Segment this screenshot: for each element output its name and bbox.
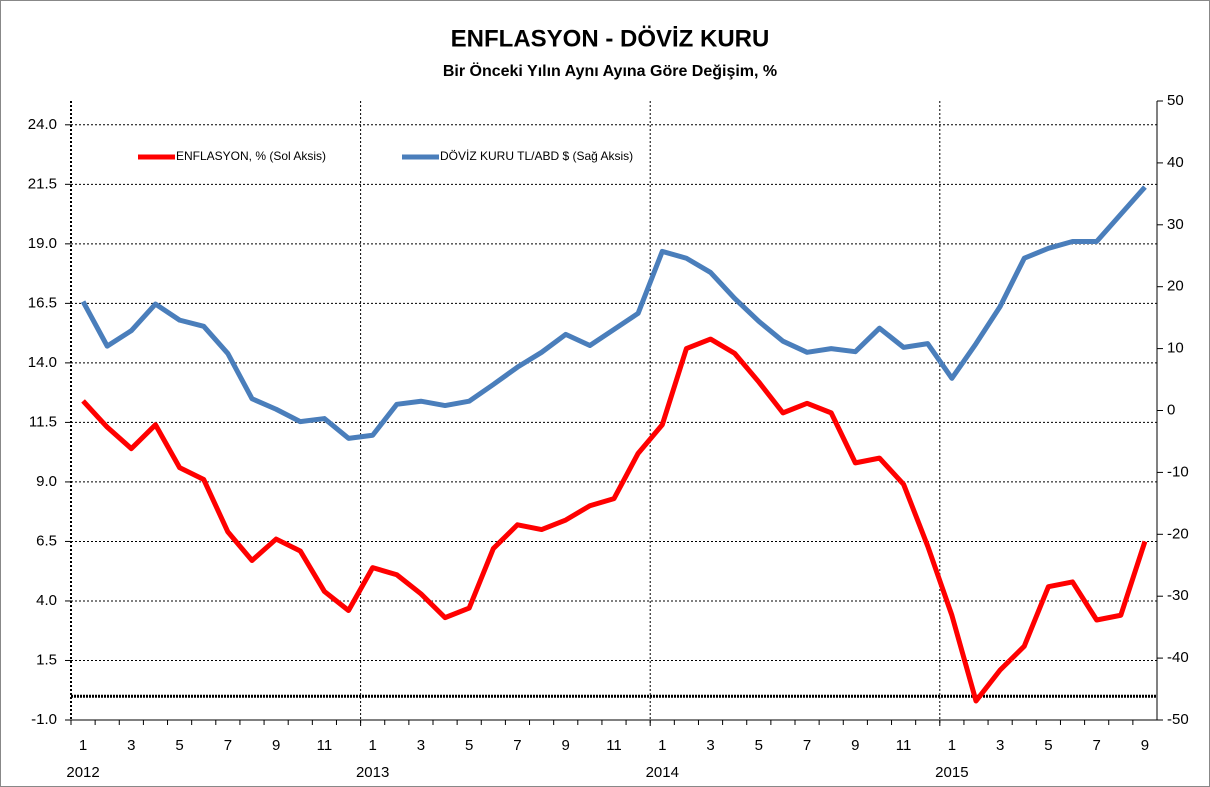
year-label: 2015: [935, 764, 968, 781]
x-tick-label: 11: [896, 737, 912, 754]
x-tick-label: 9: [562, 737, 570, 754]
x-tick-label: 5: [1044, 737, 1052, 754]
y2-tick-label: 40: [1167, 154, 1184, 171]
x-tick-label: 7: [513, 737, 521, 754]
y-tick-label: 6.5: [36, 532, 57, 549]
y-tick-label: 19.0: [28, 235, 57, 252]
y2-tick-label: -40: [1167, 649, 1189, 666]
x-tick-label: 1: [368, 737, 376, 754]
x-tick-label: 9: [851, 737, 859, 754]
year-label: 2012: [66, 764, 99, 781]
x-tick-label: 7: [224, 737, 232, 754]
y2-tick-label: 30: [1167, 216, 1184, 233]
y-tick-label: 9.0: [36, 473, 57, 490]
chart-title: ENFLASYON - DÖVİZ KURU: [451, 25, 770, 52]
y-tick-label: 21.5: [28, 175, 57, 192]
y2-tick-label: 50: [1167, 92, 1184, 109]
x-tick-label: 1: [948, 737, 956, 754]
y-tick-label: 14.0: [28, 354, 57, 371]
y-tick-label: 11.5: [29, 413, 57, 430]
x-tick-label: 1: [658, 737, 666, 754]
x-tick-label: 7: [1092, 737, 1100, 754]
x-tick-label: 7: [803, 737, 811, 754]
x-tick-label: 3: [127, 737, 135, 754]
x-tick-label: 11: [606, 737, 622, 754]
x-tick-label: 5: [755, 737, 763, 754]
y2-tick-label: 10: [1167, 340, 1184, 357]
legend-label: ENFLASYON, % (Sol Aksis): [176, 149, 326, 163]
x-tick-label: 5: [465, 737, 473, 754]
x-tick-label: 1: [79, 737, 87, 754]
y-tick-label: 4.0: [36, 592, 57, 609]
x-tick-label: 9: [1141, 737, 1149, 754]
series-line: [80, 185, 1147, 441]
x-tick-label: 3: [996, 737, 1004, 754]
y2-tick-label: -10: [1167, 463, 1189, 480]
y2-tick-label: -20: [1167, 525, 1189, 542]
y2-tick-label: -30: [1167, 587, 1189, 604]
x-tick-label: 9: [272, 737, 280, 754]
y2-tick-label: -50: [1167, 711, 1189, 728]
x-tick-label: 3: [706, 737, 714, 754]
x-tick-label: 5: [175, 737, 183, 754]
x-tick-label: 3: [417, 737, 425, 754]
year-label: 2013: [356, 764, 389, 781]
y-tick-label: 24.0: [28, 116, 57, 133]
y-tick-label: 16.5: [28, 294, 57, 311]
y2-tick-label: 20: [1167, 278, 1184, 295]
series-line: [81, 336, 1148, 704]
y-tick-label: -1.0: [31, 711, 57, 728]
legend-label: DÖVİZ KURU TL/ABD $ (Sağ Aksis): [440, 149, 633, 163]
chart-subtitle: Bir Önceki Yılın Aynı Ayına Göre Değişim…: [443, 61, 777, 80]
year-label: 2014: [646, 764, 679, 781]
y2-tick-label: 0: [1167, 401, 1175, 418]
x-tick-label: 11: [317, 737, 333, 754]
y-tick-label: 1.5: [36, 651, 57, 668]
